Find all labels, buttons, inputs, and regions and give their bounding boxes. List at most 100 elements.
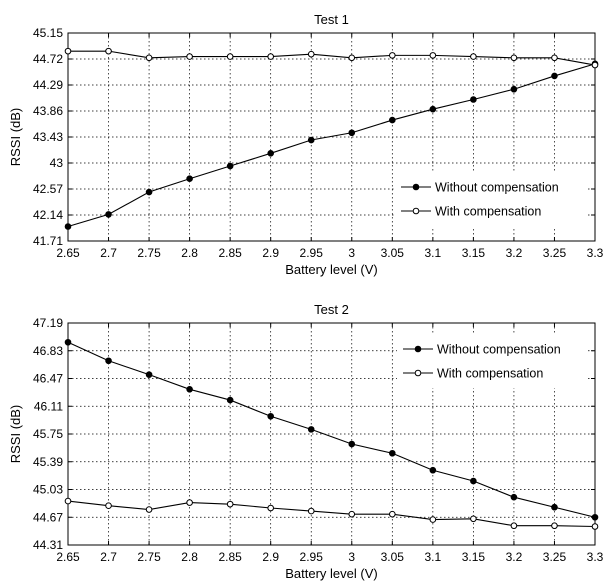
data-point [429, 52, 437, 59]
x-tick-label: 2.65 [56, 246, 80, 260]
y-tick-label: 44.72 [33, 52, 63, 66]
x-tick-label: 3.25 [543, 246, 567, 260]
data-point [429, 105, 437, 113]
data-point [348, 54, 356, 62]
x-tick-label: 2.8 [181, 550, 198, 564]
x-axis-label: Battery level (V) [285, 262, 377, 277]
data-point [307, 50, 315, 58]
legend: Without compensation With compensation [395, 173, 587, 229]
y-tick-label: 46.11 [34, 399, 63, 413]
x-tick-label: 3 [348, 246, 355, 260]
legend-marker [412, 207, 420, 215]
x-tick-label: 2.75 [137, 550, 161, 564]
data-point [145, 371, 153, 378]
data-point [551, 72, 558, 80]
data-point [105, 211, 112, 218]
y-tick-label: 41.71 [33, 234, 63, 248]
data-point [348, 510, 356, 518]
axes-frame [67, 32, 596, 242]
series-without-compensation [64, 338, 599, 521]
data-point [470, 477, 477, 485]
chart-test-1: 2.65 2.7 2.75 2.8 2.85 2.9 2.95 3 3.05 3.1 3.15 3.2… [8, 12, 604, 277]
x-tick-label: 3.05 [381, 550, 405, 564]
y-tick-label: 44.29 [33, 78, 63, 92]
x-tick-label: 3.2 [506, 246, 523, 260]
data-point [551, 54, 558, 62]
y-tick-label: 47.19 [33, 316, 63, 330]
axes-frame [67, 322, 596, 546]
x-tick-label: 3.2 [506, 550, 523, 564]
data-point [510, 54, 518, 62]
legend-marker [414, 345, 422, 353]
data-point [551, 503, 558, 511]
legend: Without compensation With compensation [397, 335, 587, 388]
x-tick-label: 3.3 [587, 550, 604, 564]
chart-test-2: 2.65 2.7 2.75 2.8 2.85 2.9 2.95 3 3.05 3.1 3.15 3.2… [8, 302, 604, 581]
data-point [591, 523, 599, 530]
series-with-compensation [64, 47, 599, 69]
data-point [145, 188, 153, 196]
x-tick-label: 2.9 [262, 550, 279, 564]
legend-box [395, 173, 587, 229]
y-tick-label: 44.67 [33, 510, 63, 524]
x-tick-label: 2.95 [300, 550, 324, 564]
y-tick-label: 43.43 [33, 130, 63, 144]
x-tick-label: 3.25 [543, 550, 567, 564]
data-point [389, 116, 396, 124]
legend-label: Without compensation [437, 343, 561, 357]
legend-label: With compensation [435, 205, 541, 219]
data-point [307, 426, 315, 433]
legend-label: With compensation [437, 367, 543, 381]
data-point [105, 502, 112, 509]
data-point [389, 510, 396, 518]
data-point [591, 513, 599, 521]
x-tick-label: 3.1 [425, 550, 442, 564]
data-point [510, 493, 518, 501]
data-point [591, 61, 599, 69]
y-tick-label: 46.47 [33, 372, 63, 386]
y-tick-label: 43.86 [33, 104, 63, 118]
x-tick-label: 2.8 [181, 246, 198, 260]
data-point [510, 522, 518, 530]
data-point [226, 53, 234, 60]
data-point [470, 53, 477, 60]
x-tick-label: 2.95 [300, 246, 324, 260]
data-point [267, 53, 274, 60]
x-tick-label: 2.85 [218, 550, 242, 564]
data-point [186, 499, 193, 506]
x-tick-label: 2.75 [137, 246, 161, 260]
x-tick-label: 3.1 [425, 246, 442, 260]
data-point [186, 385, 193, 393]
x-axis-label: Battery level (V) [285, 566, 377, 581]
data-point [105, 47, 112, 55]
data-point [64, 47, 72, 55]
x-tick-label: 2.65 [56, 550, 80, 564]
data-point [226, 500, 234, 508]
data-point [64, 223, 72, 230]
data-point [307, 136, 315, 144]
series-line [67, 341, 596, 518]
x-tick-label: 2.85 [218, 246, 242, 260]
chart-title: Test 2 [314, 302, 349, 317]
data-point [389, 52, 396, 59]
data-point [348, 129, 356, 137]
data-point [226, 162, 234, 170]
x-tick-label: 3.05 [381, 246, 405, 260]
x-tick-label: 2.7 [100, 246, 117, 260]
data-point [429, 516, 437, 523]
data-point [470, 515, 477, 523]
data-point [105, 357, 112, 365]
data-point [510, 85, 518, 93]
data-point [307, 507, 315, 515]
x-tick-label: 3 [348, 550, 355, 564]
legend-label: Without compensation [435, 181, 559, 195]
x-tick-label: 3.3 [587, 246, 604, 260]
y-tick-label: 46.83 [33, 344, 63, 358]
data-point [145, 54, 153, 62]
data-point [186, 175, 193, 183]
data-point [64, 338, 72, 346]
y-tick-label: 45.15 [33, 26, 63, 40]
data-point [348, 440, 356, 448]
series-with-compensation [64, 497, 599, 530]
data-point [267, 150, 274, 157]
